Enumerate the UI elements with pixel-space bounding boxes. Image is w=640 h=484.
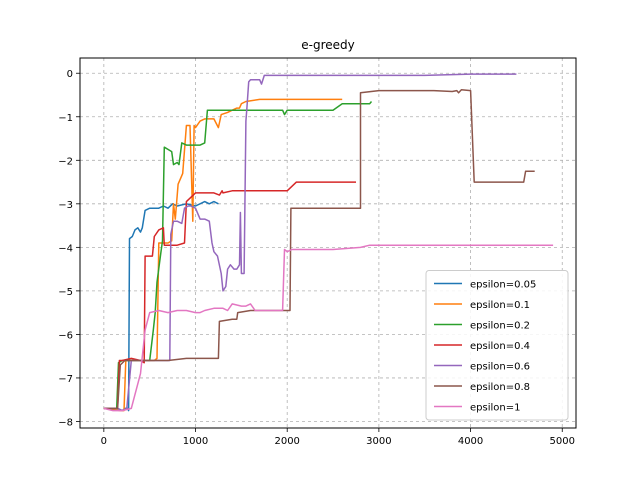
y-tick-label: −6 — [58, 330, 73, 341]
legend: epsilon=0.05 epsilon=0.1 epsilon=0.2 epsilo… — [425, 270, 569, 421]
legend-label: epsilon=1 — [470, 403, 520, 414]
series-layer — [103, 73, 554, 412]
y-tick-label: −1 — [58, 113, 73, 124]
x-tick-label: 3000 — [366, 436, 391, 447]
x-tick-label: 2000 — [274, 436, 299, 447]
y-tick-label: −4 — [58, 243, 73, 254]
series-line-epsilon=0.05 — [103, 200, 219, 412]
y-tick-label: 0 — [67, 69, 73, 80]
series-line-epsilon=0.2 — [103, 101, 373, 410]
y-tick-label: −2 — [58, 156, 73, 167]
series-line-epsilon=0.8 — [103, 89, 535, 410]
legend-label: epsilon=0.1 — [470, 300, 530, 311]
chart-title: e-greedy — [301, 38, 354, 52]
y-tick-label: −8 — [58, 417, 73, 428]
series-line-epsilon=1 — [103, 244, 554, 412]
legend-label: epsilon=0.2 — [470, 321, 530, 332]
y-tick-label: −3 — [58, 200, 73, 211]
series-line-epsilon=0.1 — [103, 98, 343, 412]
legend-label: epsilon=0.4 — [470, 341, 530, 352]
legend-label: epsilon=0.8 — [470, 382, 530, 393]
x-tick-label: 5000 — [550, 436, 575, 447]
plot-frame — [79, 57, 577, 429]
x-tick-label: 1000 — [183, 436, 208, 447]
legend-label: epsilon=0.6 — [470, 362, 530, 373]
x-tick-label: 0 — [101, 436, 107, 447]
y-tick-label: −7 — [58, 374, 73, 385]
ticks: 0 1000 2000 3000 4000 5000 0 −1 −2 −3 −4 −5 −6 −7 −8 — [58, 69, 575, 447]
legend-label: epsilon=0.05 — [470, 280, 536, 291]
y-tick-label: −5 — [58, 287, 73, 298]
x-tick-label: 4000 — [458, 436, 483, 447]
legend-box — [425, 270, 569, 421]
